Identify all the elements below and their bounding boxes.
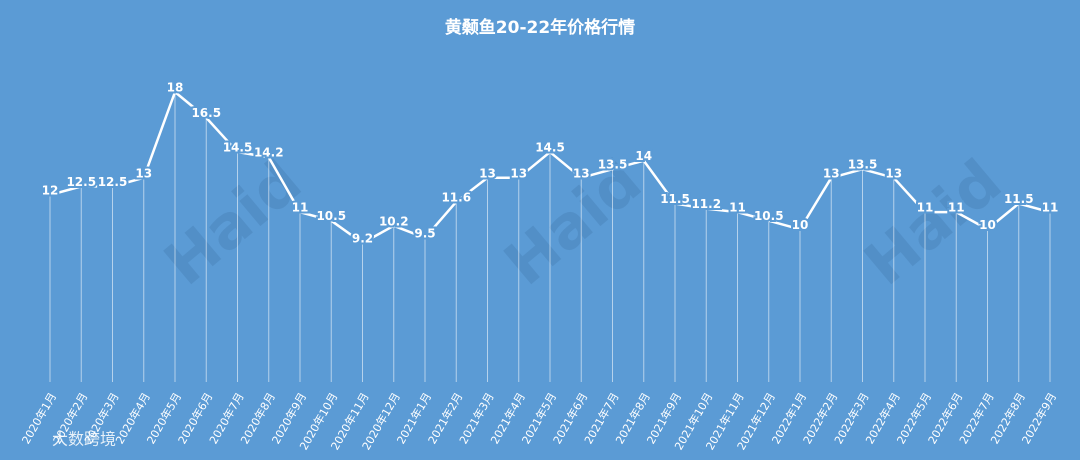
data-label: 11.5 (1004, 192, 1034, 206)
data-label: 10 (792, 218, 809, 232)
data-label: 9.5 (414, 226, 435, 240)
data-label: 13.5 (598, 158, 628, 172)
data-label: 14.2 (254, 146, 284, 160)
data-label: 11.6 (441, 190, 471, 204)
data-label: 11 (292, 201, 309, 215)
data-label: 14.5 (223, 141, 253, 155)
data-label: 12.5 (66, 175, 96, 189)
data-label: 13 (135, 166, 152, 180)
price-line (49, 90, 1051, 245)
data-label: 18 (167, 81, 184, 95)
logo: 大数跨境 (52, 430, 116, 449)
data-label: 11 (729, 201, 746, 215)
data-label: 10.5 (316, 209, 346, 223)
data-label: 12 (42, 183, 59, 197)
data-label: 16.5 (191, 106, 221, 120)
data-label: 11 (948, 201, 965, 215)
data-label: 13 (885, 166, 902, 180)
chart-title: 黄颡鱼20-22年价格行情 (445, 17, 635, 38)
data-label: 9.2 (352, 232, 373, 246)
data-label: 12.5 (98, 175, 128, 189)
data-label: 10.5 (754, 209, 784, 223)
data-label: 13 (510, 166, 527, 180)
data-label: 11.5 (660, 192, 690, 206)
data-label: 14 (635, 149, 652, 163)
data-label: 10 (979, 218, 996, 232)
data-label: 13 (823, 166, 840, 180)
data-label: 11 (1042, 201, 1059, 215)
data-label: 14.5 (535, 141, 565, 155)
data-label: 11 (917, 201, 934, 215)
data-label: 10.2 (379, 214, 409, 228)
data-label: 13 (479, 166, 496, 180)
data-label: 13 (573, 166, 590, 180)
data-label: 11.2 (691, 197, 721, 211)
data-label: 13.5 (848, 158, 878, 172)
